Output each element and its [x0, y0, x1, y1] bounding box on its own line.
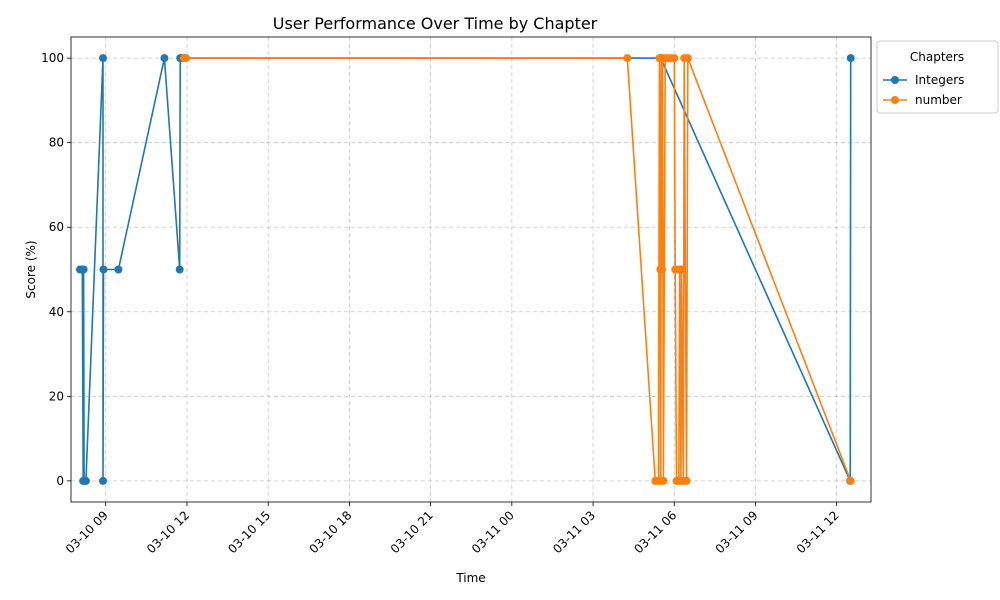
- plot-series: [76, 54, 855, 485]
- legend: Chapters Integers number: [876, 40, 999, 114]
- legend-label: number: [915, 93, 962, 107]
- data-point: [175, 265, 184, 274]
- legend-box: [876, 40, 999, 114]
- data-point: [99, 476, 107, 485]
- data-point: [677, 265, 686, 274]
- data-point: [846, 54, 855, 63]
- data-point: [658, 265, 667, 274]
- data-point: [846, 476, 855, 485]
- legend-label: Integers: [915, 73, 964, 87]
- data-point: [114, 265, 123, 274]
- data-point: [659, 476, 668, 485]
- legend-item: Integers: [883, 73, 964, 87]
- data-point: [81, 476, 90, 485]
- y-tick-label: 40: [49, 305, 64, 319]
- x-axis-label: Time: [455, 571, 485, 585]
- series-2: [179, 54, 855, 485]
- data-point: [683, 54, 692, 63]
- legend-marker: [891, 76, 899, 84]
- y-tick-label: 60: [49, 220, 64, 234]
- data-point: [682, 476, 691, 485]
- legend-item: number: [883, 93, 962, 107]
- data-point: [182, 54, 191, 63]
- y-axis-label: Score (%): [24, 240, 38, 298]
- y-tick-label: 100: [41, 51, 64, 65]
- data-point: [160, 54, 169, 63]
- data-point: [99, 265, 108, 274]
- y-tick-label: 20: [49, 389, 64, 403]
- y-tick-label: 0: [56, 474, 64, 488]
- plot-area-frame: [70, 36, 872, 503]
- data-point: [670, 54, 679, 63]
- y-axis: 0 20 40 60 80 100: [41, 51, 71, 488]
- data-point: [99, 54, 107, 63]
- data-point: [623, 54, 632, 63]
- legend-title: Chapters: [910, 50, 964, 64]
- chart-title: User Performance Over Time by Chapter: [273, 14, 598, 33]
- y-tick-label: 80: [49, 136, 64, 150]
- data-point: [79, 265, 88, 274]
- legend-marker: [891, 96, 899, 104]
